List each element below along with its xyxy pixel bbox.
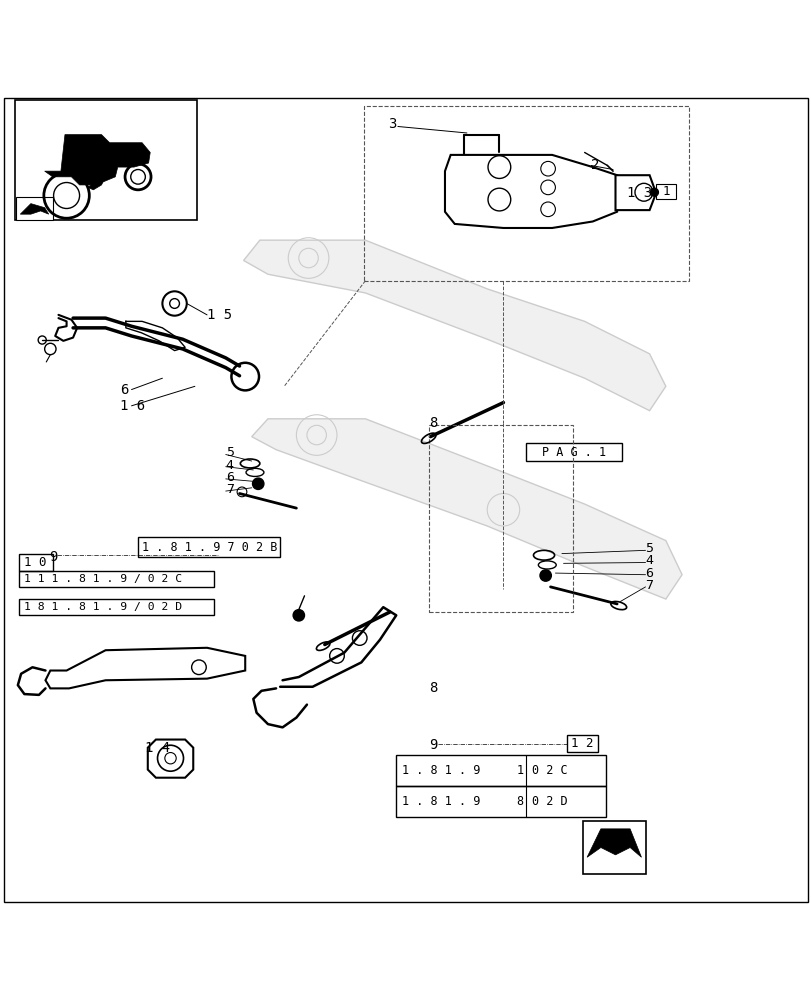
- Text: 4: 4: [645, 554, 653, 567]
- Text: 9: 9: [49, 550, 57, 564]
- Circle shape: [252, 478, 264, 489]
- Text: 1: 1: [516, 764, 523, 777]
- Text: 1 3: 1 3: [626, 186, 651, 200]
- Text: 1 0: 1 0: [24, 556, 47, 569]
- Text: 5: 5: [225, 446, 234, 459]
- Circle shape: [104, 155, 115, 166]
- Polygon shape: [88, 165, 112, 190]
- Text: 8: 8: [516, 795, 523, 808]
- Bar: [19, 599, 213, 615]
- Polygon shape: [243, 240, 665, 411]
- Bar: [19, 554, 53, 571]
- Text: 6: 6: [645, 567, 653, 580]
- Polygon shape: [20, 204, 49, 214]
- Polygon shape: [615, 175, 655, 210]
- Text: P A G . 1: P A G . 1: [542, 446, 605, 459]
- Polygon shape: [586, 829, 641, 857]
- Text: 7: 7: [645, 579, 653, 592]
- Text: 1 2: 1 2: [570, 737, 593, 750]
- Text: 1 4: 1 4: [144, 741, 169, 755]
- Text: 1 . 8 1 . 9: 1 . 8 1 . 9: [401, 795, 480, 808]
- Bar: [428, 425, 573, 612]
- Circle shape: [162, 291, 187, 316]
- Circle shape: [54, 183, 79, 208]
- Polygon shape: [45, 135, 150, 185]
- Polygon shape: [148, 740, 193, 778]
- Circle shape: [539, 570, 551, 581]
- Text: 1 . 8 1 . 9 7 0 2 B: 1 . 8 1 . 9 7 0 2 B: [142, 541, 277, 554]
- Text: 2: 2: [590, 158, 599, 172]
- Text: 1 1 1 . 8 1 . 9 / 0 2 C: 1 1 1 . 8 1 . 9 / 0 2 C: [24, 574, 182, 584]
- Text: 0 2 C: 0 2 C: [531, 764, 567, 777]
- Text: 3: 3: [388, 117, 396, 131]
- Text: 4: 4: [225, 459, 234, 472]
- Polygon shape: [251, 419, 681, 599]
- Bar: [15, 100, 197, 220]
- Bar: [582, 821, 646, 874]
- Text: 6: 6: [120, 383, 128, 397]
- Circle shape: [650, 188, 658, 196]
- Bar: [396, 755, 605, 786]
- Polygon shape: [45, 648, 245, 688]
- Text: 1 5: 1 5: [207, 308, 232, 322]
- Text: 1 8 1 . 8 1 . 9 / 0 2 D: 1 8 1 . 8 1 . 9 / 0 2 D: [24, 602, 182, 612]
- Text: 6: 6: [225, 471, 234, 484]
- Text: 7: 7: [225, 483, 234, 496]
- Text: 0 2 D: 0 2 D: [531, 795, 567, 808]
- Bar: [16, 197, 53, 220]
- Bar: [396, 786, 605, 817]
- Text: 1 . 8 1 . 9: 1 . 8 1 . 9: [401, 764, 480, 777]
- Bar: [566, 735, 597, 752]
- Bar: [363, 106, 688, 281]
- Circle shape: [293, 610, 304, 621]
- Bar: [526, 443, 621, 461]
- Text: 1: 1: [662, 185, 670, 198]
- Polygon shape: [444, 155, 616, 228]
- Circle shape: [131, 170, 145, 184]
- Text: 8: 8: [428, 681, 436, 695]
- Bar: [138, 537, 280, 557]
- Bar: [19, 571, 213, 587]
- Text: 5: 5: [645, 542, 653, 555]
- Text: 8: 8: [428, 416, 436, 430]
- Bar: [655, 184, 676, 199]
- Text: 1 6: 1 6: [120, 399, 145, 413]
- Text: 9: 9: [428, 738, 436, 752]
